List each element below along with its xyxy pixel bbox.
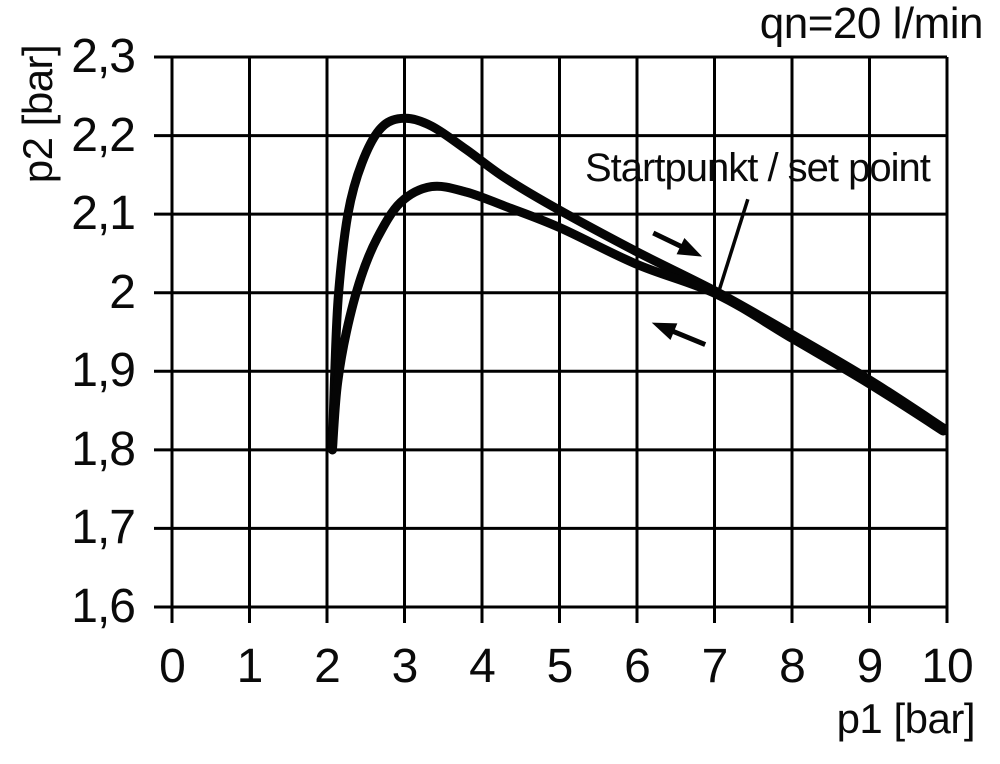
x-axis-title: p1 [bar]: [836, 695, 976, 742]
x-tick-label: 10: [921, 640, 973, 693]
x-tick-label: 7: [701, 640, 729, 693]
y-tick-label: 1,9: [71, 344, 136, 398]
set-point-leader-line: [717, 198, 750, 291]
x-tick-label: 4: [469, 640, 496, 693]
x-tick-label: 8: [779, 640, 806, 693]
x-tick-label: 5: [546, 640, 574, 693]
set-point-annotation-label: Startpunkt / set point: [585, 146, 931, 190]
arrow-right-icon-head: [676, 238, 703, 257]
arrow-right-icon-shaft: [652, 230, 686, 251]
y-tick-label: 2,2: [71, 108, 136, 162]
x-tick-label: 1: [236, 640, 264, 693]
x-tick-label: 6: [624, 640, 651, 693]
flow-rate-label: qn=20 l/min: [759, 0, 984, 48]
x-tick-label: 3: [391, 640, 419, 693]
y-tick-label: 2: [109, 265, 136, 319]
x-tick-label: 9: [856, 640, 884, 693]
x-tick-label: 2: [314, 640, 341, 693]
y-tick-label: 1,8: [71, 422, 136, 476]
arrow-left-icon-head: [651, 322, 678, 341]
x-tick-label: 0: [159, 640, 186, 693]
y-tick-label: 2,3: [71, 30, 136, 83]
arrow-left-icon-shaft: [669, 327, 707, 347]
y-tick-label: 2,1: [71, 187, 136, 241]
y-tick-label: 1,6: [71, 580, 136, 633]
hysteresis-curve-lower: [327, 181, 948, 455]
y-tick-label: 1,7: [71, 501, 136, 555]
